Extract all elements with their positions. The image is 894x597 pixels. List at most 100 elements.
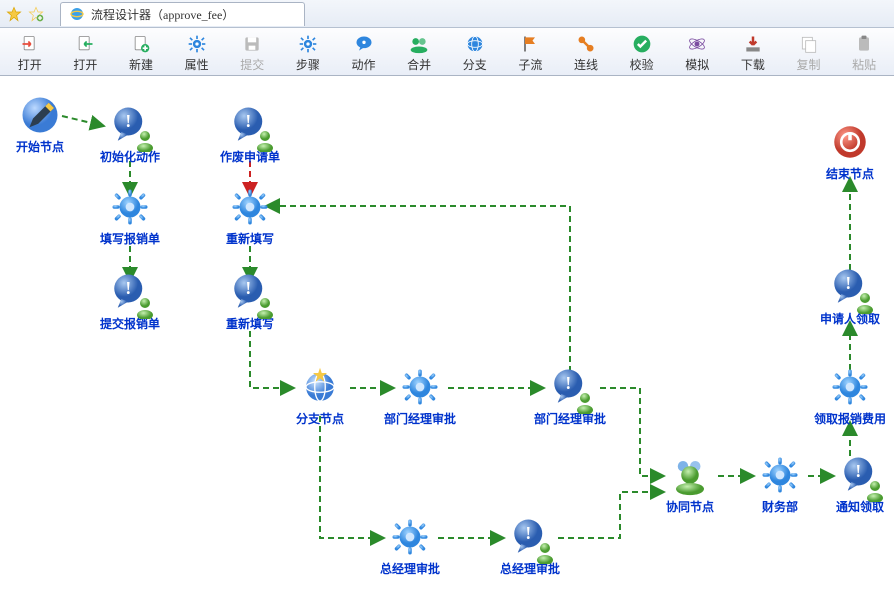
flow-node-submit[interactable]: ! 提交报销单 — [90, 271, 170, 332]
flow-node-rew2[interactable]: ! 重新填写 — [210, 271, 290, 332]
toolbar-bubble-button[interactable]: 动作 — [336, 32, 392, 73]
toolbar-label: 下载 — [741, 56, 765, 73]
msg-icon: ! — [509, 516, 551, 558]
ie-icon — [69, 6, 85, 22]
gear-icon — [229, 186, 271, 228]
node-label: 分支节点 — [280, 410, 360, 427]
toolbar-label: 步骤 — [296, 56, 320, 73]
node-label: 填写报销单 — [90, 230, 170, 247]
node-label: 重新填写 — [210, 230, 290, 247]
toolbar-link-button[interactable]: 连线 — [558, 32, 614, 73]
toolbar-down-button[interactable]: 下载 — [725, 32, 781, 73]
toolbar-label: 属性 — [185, 56, 209, 73]
flow-node-gm1[interactable]: 总经理审批 — [370, 516, 450, 577]
toolbar-label: 校验 — [630, 56, 654, 73]
msg-icon: ! — [829, 266, 871, 308]
browser-tabbar: 流程设计器（approve_fee） — [0, 0, 894, 28]
toolbar-label: 合并 — [407, 56, 431, 73]
node-label: 重新填写 — [210, 315, 290, 332]
node-label: 作废申请单 — [210, 148, 290, 165]
svg-text:!: ! — [245, 111, 251, 131]
flow-canvas[interactable]: 开始节点!初始化动作!作废申请单填写报销单重新填写!提交报销单!重新填写分支节点… — [0, 76, 894, 597]
toolbar-label: 动作 — [352, 56, 376, 73]
msg-icon: ! — [229, 271, 271, 313]
node-label: 提交报销单 — [90, 315, 170, 332]
toolbar-gear-button[interactable]: 步骤 — [280, 32, 336, 73]
flow-node-init[interactable]: ! 初始化动作 — [90, 104, 170, 165]
msg-icon: ! — [229, 104, 271, 146]
join-icon — [669, 454, 711, 496]
flow-node-rew1[interactable]: 重新填写 — [210, 186, 290, 247]
flow-node-fin[interactable]: 财务部 — [740, 454, 820, 515]
toolbar-copy-button: 复制 — [781, 32, 837, 73]
node-label: 总经理审批 — [370, 560, 450, 577]
toolbar-doc-out-button[interactable]: 打开 — [58, 32, 114, 73]
svg-text:!: ! — [125, 111, 131, 131]
toolbar-paste-button: 粘贴 — [836, 32, 892, 73]
node-label: 部门经理审批 — [380, 410, 460, 427]
node-label: 部门经理审批 — [530, 410, 610, 427]
gear-icon — [829, 366, 871, 408]
flow-node-applicant[interactable]: !申请人领取 — [810, 266, 890, 327]
node-label: 协同节点 — [650, 498, 730, 515]
flow-node-end[interactable]: 结束节点 — [810, 121, 890, 182]
toolbar-check-button[interactable]: 校验 — [614, 32, 670, 73]
msg-icon: ! — [549, 366, 591, 408]
toolbar-label: 子流 — [518, 56, 542, 73]
msg-icon: ! — [109, 104, 151, 146]
msg-icon: ! — [109, 271, 151, 313]
gear-icon — [399, 366, 441, 408]
toolbar-label: 打开 — [18, 56, 42, 73]
svg-text:!: ! — [245, 278, 251, 298]
msg-icon: ! — [839, 454, 881, 496]
node-label: 领取报销费用 — [810, 410, 890, 427]
toolbar-gear-button[interactable]: 属性 — [169, 32, 225, 73]
pen-icon — [19, 94, 61, 136]
flow-node-branch[interactable]: 分支节点 — [280, 366, 360, 427]
svg-text:!: ! — [845, 273, 851, 293]
toolbar-atom-button[interactable]: 模拟 — [670, 32, 726, 73]
toolbar: 打开打开新建属性提交步骤动作合并分支子流连线校验模拟下载复制粘贴 — [0, 28, 894, 76]
toolbar-label: 复制 — [797, 56, 821, 73]
add-favorite-icon[interactable] — [28, 6, 44, 22]
toolbar-label: 粘贴 — [852, 56, 876, 73]
toolbar-label: 新建 — [129, 56, 153, 73]
svg-text:!: ! — [855, 461, 861, 481]
toolbar-doc-new-button[interactable]: 新建 — [113, 32, 169, 73]
node-label: 开始节点 — [0, 138, 80, 155]
browser-tab[interactable]: 流程设计器（approve_fee） — [60, 2, 305, 26]
toolbar-globe-button[interactable]: 分支 — [447, 32, 503, 73]
node-label: 结束节点 — [810, 165, 890, 182]
globe-icon — [299, 366, 341, 408]
gear-icon — [759, 454, 801, 496]
flow-node-collect[interactable]: 领取报销费用 — [810, 366, 890, 427]
toolbar-doc-in-button[interactable]: 打开 — [2, 32, 58, 73]
favorites-star-icon[interactable] — [6, 6, 22, 22]
svg-text:!: ! — [525, 523, 531, 543]
flow-node-notify[interactable]: !通知领取 — [820, 454, 894, 515]
flow-node-dm2[interactable]: ! 部门经理审批 — [530, 366, 610, 427]
flow-node-void[interactable]: ! 作废申请单 — [210, 104, 290, 165]
svg-text:!: ! — [565, 373, 571, 393]
toolbar-people-button[interactable]: 合并 — [391, 32, 447, 73]
toolbar-label: 打开 — [73, 56, 97, 73]
node-label: 初始化动作 — [90, 148, 170, 165]
edge-gm2-join — [558, 492, 664, 538]
tab-title: 流程设计器（approve_fee） — [91, 6, 234, 23]
toolbar-label: 模拟 — [685, 56, 709, 73]
svg-text:!: ! — [125, 278, 131, 298]
flow-node-gm2[interactable]: ! 总经理审批 — [490, 516, 570, 577]
flow-node-dm1[interactable]: 部门经理审批 — [380, 366, 460, 427]
flow-node-join[interactable]: 协同节点 — [650, 454, 730, 515]
node-label: 财务部 — [740, 498, 820, 515]
flow-node-start[interactable]: 开始节点 — [0, 94, 80, 155]
toolbar-flag-button[interactable]: 子流 — [503, 32, 559, 73]
flow-node-fill[interactable]: 填写报销单 — [90, 186, 170, 247]
stop-icon — [829, 121, 871, 163]
gear-icon — [389, 516, 431, 558]
toolbar-label: 连线 — [574, 56, 598, 73]
gear-icon — [109, 186, 151, 228]
edge-dm2-rew1 — [266, 206, 570, 372]
toolbar-label: 分支 — [463, 56, 487, 73]
node-label: 总经理审批 — [490, 560, 570, 577]
